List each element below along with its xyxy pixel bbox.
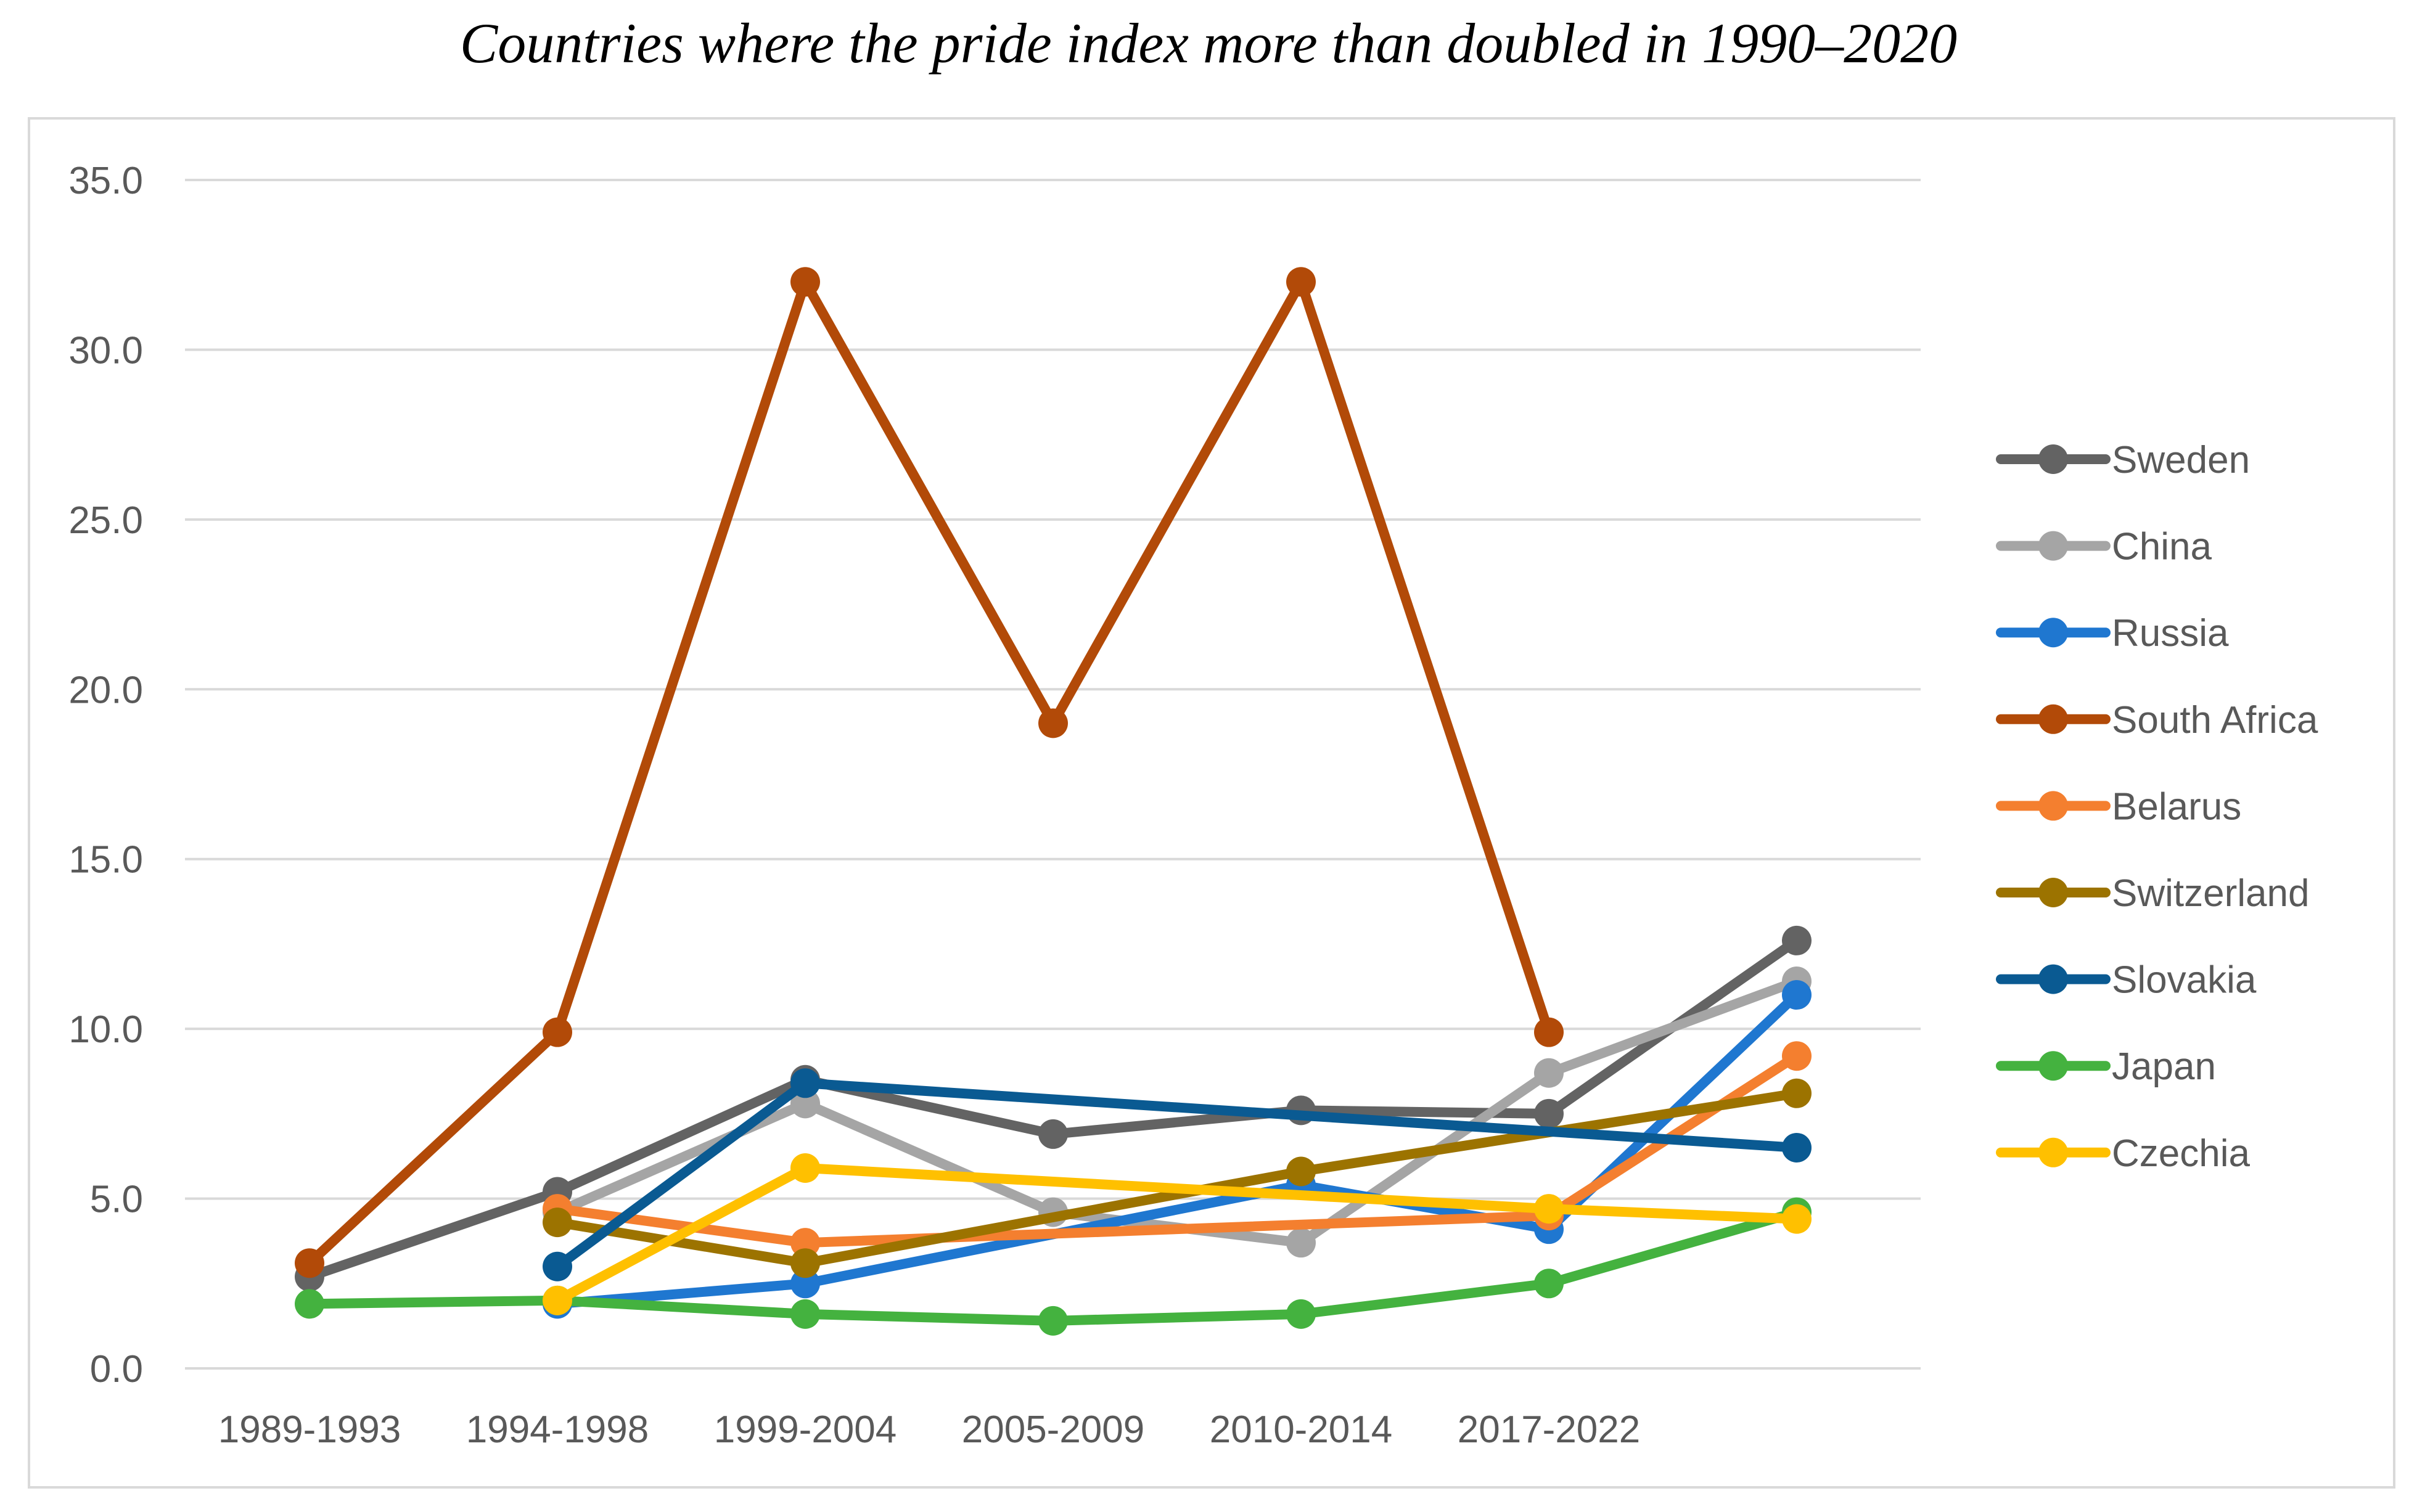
- data-point-russia: [1782, 980, 1812, 1010]
- chart-frame: [28, 117, 2395, 1489]
- data-point-sweden: [1534, 1098, 1564, 1129]
- y-tick-label: 25.0: [68, 499, 143, 542]
- legend-marker: [2038, 704, 2068, 734]
- x-axis-ticks: 1989-1993 1994-1998 1999-2004 2005-2009 2010…: [218, 1408, 1641, 1451]
- series-lines: [295, 267, 1812, 1336]
- data-point-japan: [1534, 1269, 1564, 1299]
- data-point-south-africa: [1286, 267, 1316, 297]
- x-tick-label: 2005-2009: [962, 1408, 1145, 1451]
- data-point-south-africa: [790, 267, 820, 297]
- legend-marker: [2038, 1051, 2068, 1081]
- data-point-czechia: [543, 1285, 572, 1315]
- legend-marker: [2038, 531, 2068, 561]
- legend-marker: [2038, 964, 2068, 994]
- legend-item-china: China: [1996, 526, 2212, 568]
- data-point-slovakia: [790, 1068, 820, 1098]
- legend-item-sweden: Sweden: [1996, 439, 2250, 481]
- x-tick-label: 2010-2014: [1210, 1408, 1393, 1451]
- legend-label: Czechia: [2112, 1132, 2251, 1175]
- y-tick-label: 0.0: [90, 1348, 143, 1391]
- data-point-switzerland: [790, 1248, 820, 1278]
- legend: Sweden China Russia South Africa Belarus Swit…: [1996, 439, 2318, 1175]
- data-point-russia: [790, 1269, 820, 1299]
- data-point-sweden: [1782, 925, 1812, 955]
- gridlines: [185, 179, 1921, 1370]
- legend-item-japan: Japan: [1996, 1045, 2216, 1088]
- y-axis-ticks: 0.0 5.0 10.0 15.0 20.0 25.0 30.0 35.0: [68, 160, 143, 1391]
- legend-label: South Africa: [2112, 699, 2318, 742]
- series-line-south-africa: [305, 277, 1554, 1269]
- data-point-belarus: [1782, 1041, 1812, 1071]
- chart-title: Countries where the pride index more tha…: [459, 12, 1958, 75]
- series-slovakia: [543, 1068, 1812, 1281]
- legend-item-switzerland: Switzerland: [1996, 872, 2309, 915]
- data-point-china: [1534, 1058, 1564, 1088]
- data-point-switzerland: [1286, 1156, 1316, 1187]
- legend-label: Switzerland: [2112, 872, 2309, 915]
- legend-marker: [2038, 878, 2068, 907]
- legend-label: China: [2112, 526, 2212, 568]
- legend-item-belarus: Belarus: [1996, 785, 2241, 828]
- legend-label: Japan: [2112, 1045, 2216, 1088]
- data-point-japan: [1286, 1299, 1316, 1329]
- data-point-south-africa: [1534, 1017, 1564, 1047]
- legend-item-south-africa: South Africa: [1996, 699, 2318, 742]
- data-point-south-africa: [295, 1248, 324, 1278]
- legend-marker: [2038, 1137, 2068, 1167]
- data-point-belarus: [790, 1228, 820, 1258]
- legend-marker: [2038, 618, 2068, 648]
- legend-label: Belarus: [2112, 785, 2241, 828]
- data-point-switzerland: [1782, 1078, 1812, 1108]
- x-tick-label: 1989-1993: [218, 1408, 401, 1451]
- series-south-africa: [295, 267, 1564, 1278]
- y-tick-label: 10.0: [68, 1008, 143, 1051]
- data-point-japan: [1038, 1306, 1068, 1336]
- x-tick-label: 1994-1998: [466, 1408, 649, 1451]
- data-point-czechia: [1782, 1204, 1812, 1234]
- series-line-czechia: [552, 1163, 1802, 1306]
- data-point-slovakia: [1782, 1132, 1812, 1163]
- y-tick-label: 5.0: [90, 1179, 143, 1221]
- legend-label: Russia: [2112, 612, 2229, 655]
- data-point-china: [790, 1089, 820, 1119]
- series-russia: [543, 980, 1812, 1319]
- series-czechia: [543, 1153, 1812, 1315]
- data-point-slovakia: [543, 1251, 572, 1281]
- y-tick-label: 15.0: [68, 839, 143, 881]
- data-point-sweden: [1038, 1119, 1068, 1149]
- series-line-japan: [305, 1207, 1802, 1326]
- legend-item-czechia: Czechia: [1996, 1132, 2251, 1175]
- series-belarus: [543, 1041, 1812, 1258]
- x-tick-label: 1999-2004: [714, 1408, 897, 1451]
- legend-marker: [2038, 791, 2068, 821]
- legend-label: Slovakia: [2112, 959, 2257, 1002]
- data-point-china: [1286, 1228, 1316, 1258]
- legend-item-russia: Russia: [1996, 612, 2229, 655]
- legend-label: Sweden: [2112, 439, 2250, 481]
- x-tick-label: 2017-2022: [1458, 1408, 1641, 1451]
- data-point-czechia: [1534, 1194, 1564, 1224]
- y-tick-label: 20.0: [68, 669, 143, 711]
- data-point-japan: [295, 1289, 324, 1319]
- data-point-south-africa: [1038, 708, 1068, 738]
- data-point-south-africa: [543, 1017, 572, 1047]
- legend-marker: [2038, 444, 2068, 474]
- data-point-switzerland: [543, 1208, 572, 1238]
- data-point-japan: [790, 1299, 820, 1329]
- y-tick-label: 35.0: [68, 160, 143, 202]
- legend-item-slovakia: Slovakia: [1996, 959, 2257, 1002]
- y-tick-label: 30.0: [68, 329, 143, 372]
- data-point-czechia: [790, 1153, 820, 1183]
